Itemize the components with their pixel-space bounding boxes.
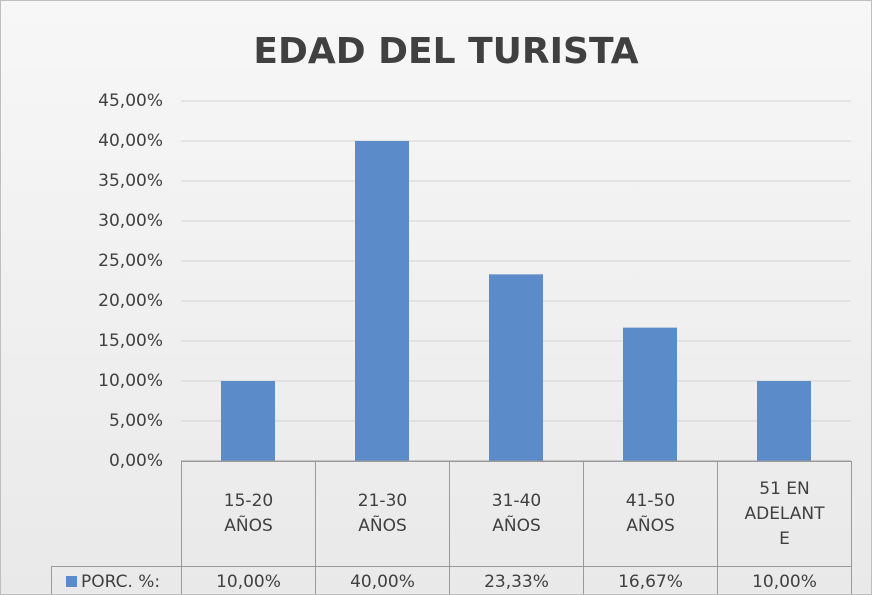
bar	[489, 274, 543, 461]
legend-swatch	[66, 576, 77, 587]
bar	[355, 141, 409, 461]
y-tick-label: 35,00%	[98, 171, 163, 191]
category-cell: 15-20 AÑOS	[181, 461, 316, 567]
data-label: 40,00%	[315, 566, 450, 594]
chart-title: EDAD DEL TURISTA	[253, 31, 639, 72]
y-tick-label: 25,00%	[98, 251, 163, 271]
data-label: 10,00%	[181, 566, 316, 594]
y-tick-label: 10,00%	[98, 371, 163, 391]
y-tick-label: 20,00%	[98, 291, 163, 311]
x-tick-label: 41-50 AÑOS	[625, 491, 676, 536]
x-tick-label: 31-40 AÑOS	[491, 491, 542, 536]
data-label: 10,00%	[717, 566, 852, 594]
y-tick-label: 0,00%	[108, 451, 163, 471]
category-cell: 21-30 AÑOS	[315, 461, 450, 567]
data-label: 16,67%	[583, 566, 718, 594]
bar	[221, 381, 275, 461]
category-cell: 51 EN ADELANTE	[717, 461, 852, 567]
category-cell: 31-40 AÑOS	[449, 461, 584, 567]
y-tick-label: 40,00%	[98, 131, 163, 151]
bar	[623, 327, 677, 461]
x-tick-label: 21-30 AÑOS	[357, 491, 408, 536]
y-tick-label: 45,00%	[98, 91, 163, 111]
y-tick-label: 30,00%	[98, 211, 163, 231]
y-tick-label: 5,00%	[108, 411, 163, 431]
bar	[757, 381, 811, 461]
x-tick-label: 51 EN ADELANTE	[744, 478, 825, 549]
legend-label: PORC. %:	[81, 571, 161, 592]
data-label: 23,33%	[449, 566, 584, 594]
legend-cell: PORC. %:	[51, 566, 182, 594]
x-tick-label: 15-20 AÑOS	[223, 491, 274, 536]
y-tick-label: 15,00%	[98, 331, 163, 351]
category-cell: 41-50 AÑOS	[583, 461, 718, 567]
